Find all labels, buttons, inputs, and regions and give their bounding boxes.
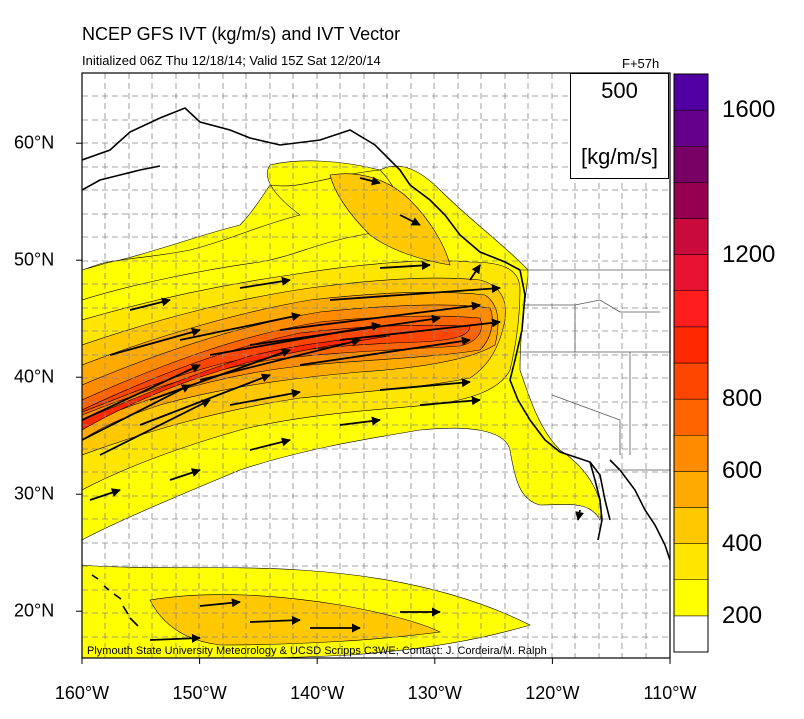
lat-tick-label: 50°N: [14, 249, 55, 270]
hawaii-islands: [91, 574, 139, 627]
ivt-vector: [339, 416, 381, 426]
map-title: NCEP GFS IVT (kg/m/s) and IVT Vector: [82, 24, 401, 44]
lat-tick-label: 20°N: [14, 600, 55, 621]
ivt-vector: [249, 437, 291, 451]
colorbar-tick-label: 1200: [722, 240, 776, 268]
map-gridlines: [82, 73, 670, 658]
ivt-vector: [82, 384, 191, 441]
ivt-vector: [89, 488, 121, 501]
colorbar-tick-label: 800: [722, 385, 763, 413]
ivt-vector: [229, 389, 301, 406]
colorbar-segment: [673, 326, 709, 364]
political-borders: [518, 269, 670, 471]
map-frame: [81, 72, 671, 659]
ivt-vector: [379, 260, 431, 270]
colorbar-tick-label: 400: [722, 529, 763, 557]
coastlines: [82, 107, 670, 627]
ivt-vector: [199, 598, 241, 608]
baja-peninsula: [589, 461, 603, 541]
ivt-vector: [109, 327, 201, 356]
ivt-vector: [469, 264, 481, 281]
ivt-vector: [239, 276, 291, 289]
ivt-vector: [139, 373, 271, 426]
lon-tick-label: 130°W: [407, 683, 462, 703]
ivt-vector: [299, 336, 471, 366]
ivt-vector: [279, 301, 481, 331]
vector-reference-magnitude: 500: [601, 78, 638, 103]
ivt-vector: [169, 468, 201, 481]
axis-ticks: [76, 142, 671, 664]
lat-tick-label: 30°N: [14, 483, 55, 504]
colorbar-segment: [673, 362, 709, 400]
colorbar-frame: [673, 73, 709, 653]
colorbar-segment: [673, 109, 709, 147]
colorbar-segment: [673, 146, 709, 183]
ivt-vector: [82, 364, 201, 421]
lon-tick-label: 110°W: [643, 683, 697, 703]
ivt-vector: [399, 214, 421, 226]
colorbar-segment: [673, 182, 709, 219]
colorbar-segment: [673, 507, 709, 544]
colorbar-segment: [673, 73, 709, 111]
us-west-coastline: [509, 269, 611, 521]
ivt-vector: [99, 399, 211, 456]
colorbar: [673, 73, 709, 653]
credit-line: Plymouth State University Meteorology & …: [87, 645, 547, 657]
vector-reference-legend: 500 [kg/m/s]: [570, 73, 669, 179]
vector-reference-unit: [kg/m/s]: [580, 144, 658, 169]
lon-tick-label: 140°W: [290, 683, 345, 703]
lon-tick-label: 150°W: [172, 683, 227, 703]
ivt-vector: [419, 396, 481, 406]
colorbar-segment: [673, 579, 709, 617]
colorbar-segment: [673, 543, 709, 580]
lon-tick-label: 120°W: [525, 683, 580, 703]
ivt-vector: [199, 337, 361, 381]
colorbar-segment: [673, 435, 709, 472]
ivt-vector: [249, 615, 301, 625]
map-subtitle: Initialized 06Z Thu 12/18/14; Valid 15Z …: [82, 53, 381, 68]
colorbar-tick-label: 600: [722, 457, 763, 485]
ivt-vector: [339, 318, 501, 341]
forecast-hour: F+57h: [622, 56, 660, 71]
colorbar-segment: [673, 218, 709, 255]
ivt-vector: [379, 378, 471, 391]
ivt-vector: [329, 284, 501, 301]
lat-tick-label: 60°N: [14, 132, 55, 153]
colorbar-tick-label: 1600: [722, 96, 776, 124]
ivt-vector: [129, 297, 171, 311]
colorbar-segment: [673, 398, 709, 436]
colorbar-tick-label: 200: [722, 601, 763, 629]
colorbar-segment: [673, 615, 709, 653]
ivt-vector: [575, 509, 585, 521]
alaska-coastline: [82, 107, 521, 271]
ivt-vectors: [82, 176, 585, 643]
colorbar-segment: [673, 290, 709, 328]
colorbar-segment: [673, 254, 709, 291]
colorbar-segment: [673, 471, 709, 508]
aleutian-peninsula: [82, 165, 161, 191]
ivt-vector: [249, 314, 441, 346]
lon-tick-label: 160°W: [54, 683, 110, 703]
ivt-vector: [149, 633, 201, 643]
lat-tick-label: 40°N: [14, 366, 55, 387]
ivt-vector: [359, 176, 381, 186]
